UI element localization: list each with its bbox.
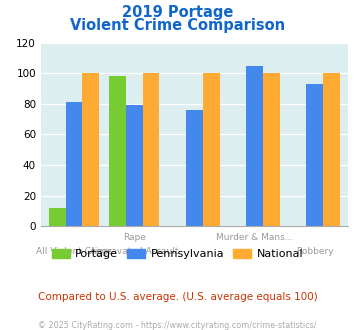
Text: Aggravated Assault: Aggravated Assault	[90, 248, 179, 256]
Text: Robbery: Robbery	[296, 248, 334, 256]
Bar	[203, 73, 220, 226]
Text: Compared to U.S. average. (U.S. average equals 100): Compared to U.S. average. (U.S. average …	[38, 292, 317, 302]
Text: Murder & Mans...: Murder & Mans...	[216, 233, 293, 242]
Bar	[306, 84, 323, 226]
Text: Violent Crime Comparison: Violent Crime Comparison	[70, 18, 285, 33]
Bar	[323, 73, 340, 226]
Bar	[109, 77, 126, 226]
Legend: Portage, Pennsylvania, National: Portage, Pennsylvania, National	[48, 244, 307, 263]
Bar	[263, 73, 280, 226]
Text: 2019 Portage: 2019 Portage	[122, 5, 233, 20]
Text: All Violent Crime: All Violent Crime	[36, 248, 112, 256]
Bar	[82, 73, 99, 226]
Bar	[186, 110, 203, 226]
Bar	[49, 208, 66, 226]
Text: Rape: Rape	[123, 233, 146, 242]
Bar	[126, 106, 143, 226]
Bar	[66, 102, 82, 226]
Bar	[246, 66, 263, 226]
Text: © 2025 CityRating.com - https://www.cityrating.com/crime-statistics/: © 2025 CityRating.com - https://www.city…	[38, 321, 317, 330]
Bar	[143, 73, 159, 226]
